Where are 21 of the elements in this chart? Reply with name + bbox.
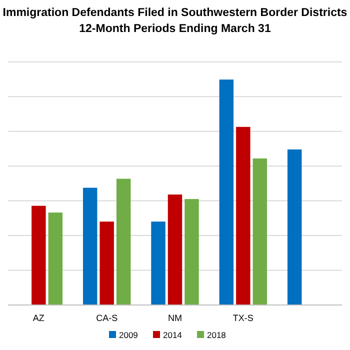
bar bbox=[48, 212, 63, 305]
x-tick-label: CA-S bbox=[96, 313, 118, 323]
chart-subtitle: 12-Month Periods Ending March 31 bbox=[79, 23, 272, 35]
bar bbox=[116, 178, 131, 305]
bar bbox=[252, 158, 268, 305]
x-tick-label: TX-S bbox=[232, 313, 254, 323]
bar bbox=[236, 126, 250, 305]
chart-title: Immigration Defendants Filed in Southwestern Border Districts bbox=[2, 7, 348, 19]
legend-label: 2009 bbox=[119, 330, 138, 340]
bar bbox=[219, 80, 234, 305]
x-tick-label: AZ bbox=[32, 313, 45, 323]
legend-label: 2014 bbox=[163, 330, 182, 340]
x-tick-label: NM bbox=[168, 313, 182, 323]
legend-label: 2018 bbox=[207, 330, 226, 340]
bar bbox=[100, 222, 114, 305]
bar bbox=[82, 188, 98, 305]
bar bbox=[151, 222, 166, 305]
bar bbox=[168, 194, 182, 305]
bar bbox=[184, 199, 199, 305]
bar bbox=[287, 149, 302, 305]
bar bbox=[32, 206, 46, 305]
